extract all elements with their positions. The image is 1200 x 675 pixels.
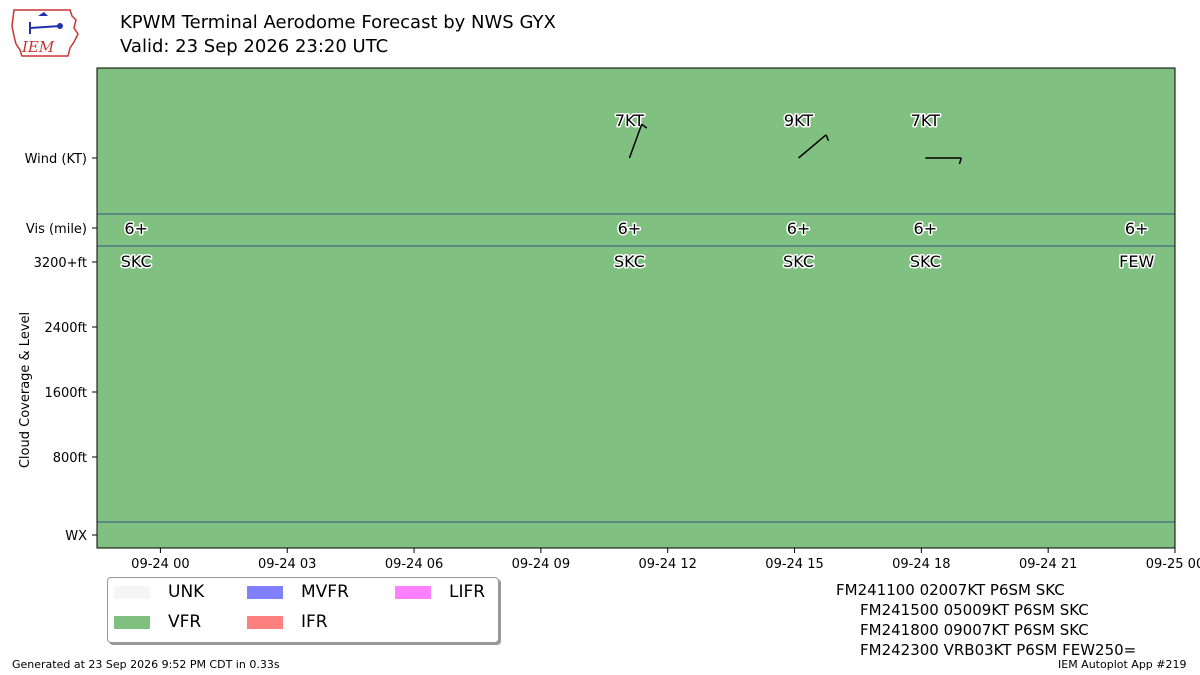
x-tick-label: 09-24 06 — [385, 557, 443, 572]
y-label-wind: Wind (KT) — [25, 152, 87, 167]
legend-swatch-ifr — [247, 616, 283, 629]
legend-label-unk: UNK — [168, 582, 205, 602]
cloud-label: SKC — [783, 252, 814, 271]
x-tick-label: 09-24 15 — [765, 557, 823, 572]
barb-half-flag — [825, 134, 830, 142]
app-id: IEM Autoplot App #219 — [1058, 658, 1187, 671]
vis-label: 6+ — [787, 219, 811, 238]
cloud-label: FEW — [1119, 252, 1154, 271]
y-label-cloud: 800ft — [53, 451, 87, 466]
legend-label-mvfr: MVFR — [301, 582, 349, 602]
vis-label: 6+ — [618, 219, 642, 238]
iem-logo: IEM — [11, 9, 79, 57]
taf-line: FM241100 02007KT P6SM SKC — [836, 581, 1065, 599]
flight-category-fill — [97, 68, 1175, 548]
y-axis-title: Cloud Coverage & Level — [18, 312, 33, 468]
vis-label: 6+ — [914, 219, 938, 238]
taf-line: FM241500 05009KT P6SM SKC — [860, 601, 1089, 619]
taf-line: FM241800 09007KT P6SM SKC — [860, 621, 1089, 639]
wind-label: 9KT — [784, 111, 813, 130]
x-tick-label: 09-24 21 — [1019, 557, 1077, 572]
legend-label-vfr: VFR — [168, 612, 202, 632]
barb-staff — [628, 123, 643, 159]
taf-line: FM242300 VRB03KT P6SM FEW250= — [860, 641, 1137, 659]
plot-frame — [96, 67, 1176, 549]
x-tick-label: 09-24 09 — [512, 557, 570, 572]
legend-swatch-unk — [114, 586, 150, 599]
cloud-label: SKC — [121, 252, 152, 271]
legend-swatch-mvfr — [247, 586, 283, 599]
legend: UNK VFR MVFR IFR LIFR — [107, 577, 499, 643]
wind-label: 7KT — [911, 111, 940, 130]
y-label-cloud: 3200+ft — [34, 256, 87, 271]
valid-time: Valid: 23 Sep 2026 23:20 UTC — [120, 36, 389, 57]
vis-label: 6+ — [124, 219, 148, 238]
logo-text: IEM — [21, 38, 55, 56]
wind-barb — [798, 134, 830, 159]
barb-half-flag — [641, 123, 648, 129]
y-label-wx: WX — [65, 529, 87, 544]
legend-label-lifr: LIFR — [449, 582, 486, 602]
wind-barb — [925, 157, 963, 165]
chart-title: KPWM Terminal Aerodome Forecast by NWS G… — [120, 12, 556, 33]
y-label-cloud: 1600ft — [44, 386, 87, 401]
y-label-vis: Vis (mile) — [26, 222, 87, 237]
barb-staff — [798, 134, 827, 159]
x-tick-label: 09-25 00 — [1146, 557, 1200, 572]
cloud-label: SKC — [614, 252, 645, 271]
x-tick-label: 09-24 03 — [258, 557, 316, 572]
legend-swatch-vfr — [114, 616, 150, 629]
vis-label: 6+ — [1125, 219, 1149, 238]
wind-barb — [628, 123, 648, 159]
x-tick-label: 09-24 00 — [131, 557, 189, 572]
legend-label-ifr: IFR — [301, 612, 328, 632]
barb-half-flag — [958, 157, 963, 165]
y-label-cloud: 2400ft — [44, 321, 87, 336]
x-tick-label: 09-24 18 — [892, 557, 950, 572]
cloud-label: SKC — [910, 252, 941, 271]
x-tick-label: 09-24 12 — [638, 557, 696, 572]
generated-note: Generated at 23 Sep 2026 9:52 PM CDT in … — [12, 658, 280, 671]
legend-swatch-lifr — [395, 586, 431, 599]
wind-label: 7KT — [615, 111, 644, 130]
